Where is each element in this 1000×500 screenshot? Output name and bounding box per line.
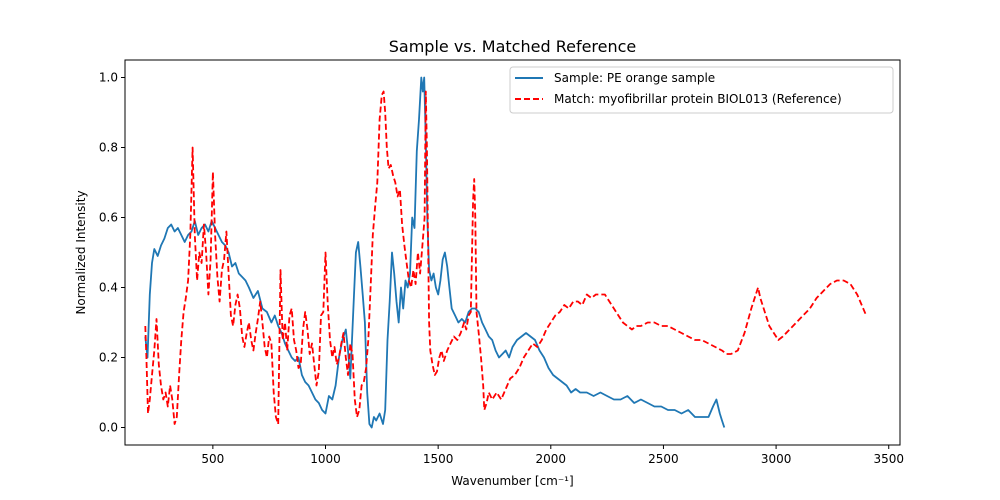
x-tick-label: 3000 bbox=[761, 452, 792, 466]
chart-title: Sample vs. Matched Reference bbox=[389, 37, 637, 56]
plot-frame bbox=[124, 59, 901, 446]
y-tick-label: 0.4 bbox=[99, 281, 118, 295]
y-tick-label: 0.2 bbox=[99, 351, 118, 365]
x-tick-label: 2500 bbox=[648, 452, 679, 466]
y-tick-label: 0.0 bbox=[99, 421, 118, 435]
x-tick-label: 500 bbox=[201, 452, 224, 466]
y-tick-label: 0.6 bbox=[99, 211, 118, 225]
x-tick-label: 1000 bbox=[310, 452, 341, 466]
x-tick-label: 2000 bbox=[536, 452, 567, 466]
legend: Sample: PE orange sample Match: myofibri… bbox=[509, 66, 894, 114]
y-tick-label: 0.8 bbox=[99, 141, 118, 155]
series-line-sample bbox=[144, 76, 726, 429]
legend-label-sample: Sample: PE orange sample bbox=[554, 71, 715, 85]
y-axis: 0.0 0.2 0.4 0.6 0.8 1.0 bbox=[99, 71, 125, 435]
x-tick-label: 1500 bbox=[423, 452, 454, 466]
y-axis-label: Normalized Intensity bbox=[74, 190, 88, 314]
legend-box bbox=[509, 66, 894, 114]
series-line-reference bbox=[144, 90, 868, 425]
plot-area bbox=[144, 76, 868, 429]
x-axis-label: Wavenumber [cm⁻¹] bbox=[451, 474, 573, 488]
x-tick-label: 3500 bbox=[873, 452, 904, 466]
x-axis: 500 1000 1500 2000 2500 3000 3500 bbox=[201, 445, 904, 466]
legend-label-reference: Match: myofibrillar protein BIOL013 (Ref… bbox=[554, 92, 842, 106]
y-tick-label: 1.0 bbox=[99, 71, 118, 85]
